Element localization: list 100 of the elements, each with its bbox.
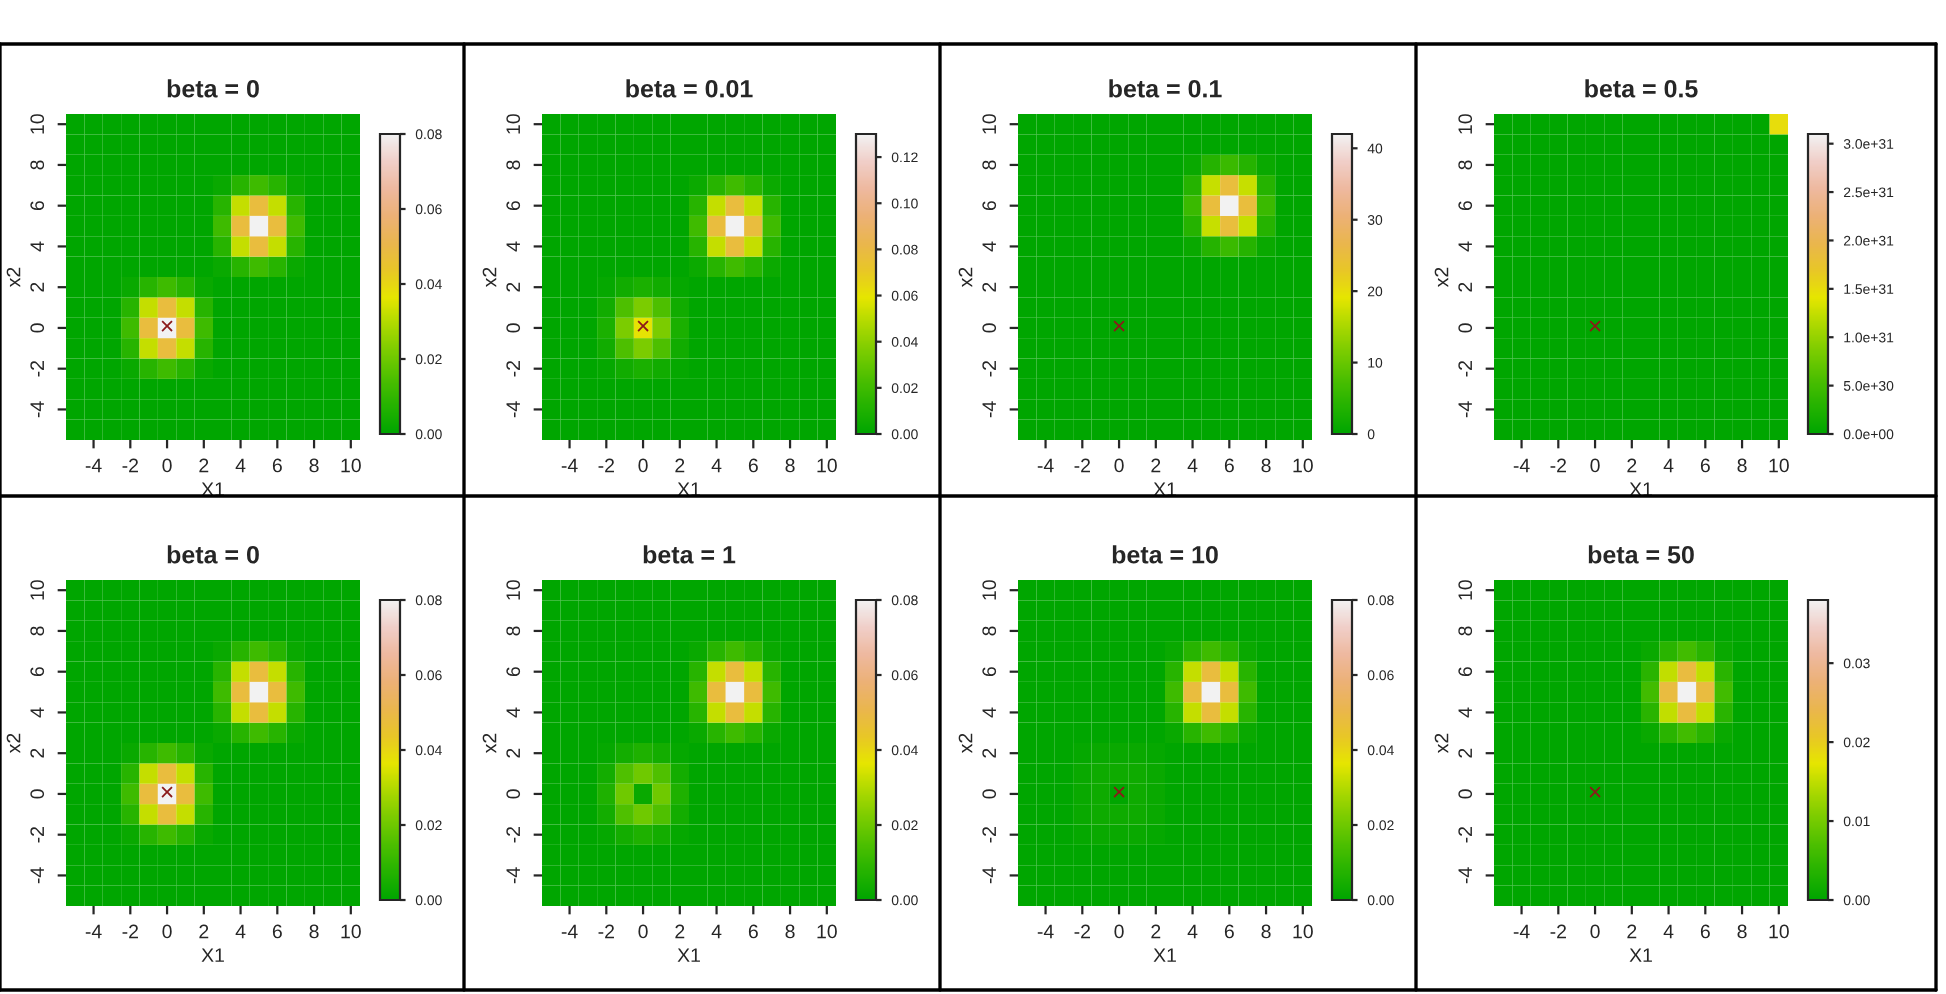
x-tick-label: 0 xyxy=(638,924,648,939)
x-tick-label: -4 xyxy=(85,924,102,939)
y-tick-label: 6 xyxy=(982,201,997,211)
x-tick-label: 10 xyxy=(1769,458,1789,473)
y-tick-label: -2 xyxy=(1458,361,1472,377)
y-axis-title: x2 xyxy=(1434,733,1449,754)
chart-title: beta = 0 xyxy=(167,545,259,564)
y-tick-label: 2 xyxy=(506,282,520,292)
y-tick-label: 6 xyxy=(30,201,45,211)
y-axis-title: x2 xyxy=(6,733,21,754)
y-tick-label: 4 xyxy=(982,707,996,718)
x-tick-label: -4 xyxy=(1513,924,1530,939)
x-tick-label: -2 xyxy=(598,924,614,939)
x-tick-label: 4 xyxy=(235,924,246,939)
y-tick-label: -2 xyxy=(30,361,44,377)
x-tick-label: 10 xyxy=(817,458,837,473)
y-tick-label: 2 xyxy=(506,748,520,758)
x-tick-label: -2 xyxy=(1074,458,1090,473)
chart-title: beta = 10 xyxy=(1112,545,1218,564)
y-tick-label: 2 xyxy=(1458,282,1472,292)
x-tick-label: -2 xyxy=(1550,458,1566,473)
x-tick-label: -2 xyxy=(1074,924,1090,939)
y-tick-label: 8 xyxy=(30,160,45,170)
y-tick-label: -4 xyxy=(982,401,996,418)
x-tick-label: -4 xyxy=(1037,458,1054,473)
y-tick-label: 4 xyxy=(30,707,44,718)
y-tick-label: 6 xyxy=(506,667,521,677)
x-tick-label: 0 xyxy=(162,924,172,939)
x-tick-label: 8 xyxy=(785,458,795,473)
y-tick-label: 0 xyxy=(982,323,997,333)
y-tick-label: -4 xyxy=(506,401,520,418)
y-tick-label: -2 xyxy=(1458,827,1472,843)
x-tick-label: 4 xyxy=(1187,924,1198,939)
x-tick-label: 10 xyxy=(1293,458,1313,473)
y-tick-label: 2 xyxy=(1458,748,1472,758)
chart-title: beta = 0.5 xyxy=(1585,79,1698,98)
x-tick-label: -4 xyxy=(1037,924,1054,939)
x-tick-label: -2 xyxy=(122,458,138,473)
x-tick-label: 10 xyxy=(817,924,837,939)
y-tick-label: -2 xyxy=(982,827,996,843)
y-tick-label: 10 xyxy=(30,114,45,134)
y-tick-label: 10 xyxy=(1458,580,1473,600)
x-tick-label: 6 xyxy=(748,458,758,473)
annotation: × xyxy=(1113,786,1125,798)
y-tick-label: 8 xyxy=(30,626,45,636)
y-tick-label: 0 xyxy=(30,323,45,333)
y-tick-label: 8 xyxy=(982,160,997,170)
x-tick-label: 10 xyxy=(1769,924,1789,939)
y-tick-label: 6 xyxy=(982,667,997,677)
x-tick-label: -2 xyxy=(598,458,614,473)
x-tick-label: 2 xyxy=(1627,458,1637,473)
y-tick-label: 10 xyxy=(1458,114,1473,134)
y-tick-label: -4 xyxy=(982,867,996,884)
y-tick-label: 6 xyxy=(1458,201,1473,211)
annotation: × xyxy=(161,786,173,798)
x-tick-label: -2 xyxy=(1550,924,1566,939)
x-tick-label: 0 xyxy=(1114,924,1124,939)
x-axis-title: X1 xyxy=(1153,948,1176,962)
x-tick-label: 6 xyxy=(1224,458,1234,473)
y-tick-label: 6 xyxy=(30,667,45,677)
annotation: × xyxy=(1589,786,1601,798)
x-tick-label: 0 xyxy=(638,458,648,473)
y-tick-label: 2 xyxy=(30,282,44,292)
y-tick-label: 8 xyxy=(506,160,521,170)
x-tick-label: 4 xyxy=(1663,458,1674,473)
y-tick-label: 10 xyxy=(982,580,997,600)
y-tick-label: 4 xyxy=(30,241,44,252)
y-tick-label: -4 xyxy=(1458,401,1472,418)
x-tick-label: 4 xyxy=(235,458,246,473)
x-axis-title: X1 xyxy=(677,948,700,962)
x-tick-label: 0 xyxy=(1590,458,1600,473)
y-tick-label: 6 xyxy=(1458,667,1473,677)
y-tick-label: 4 xyxy=(1458,241,1472,252)
x-axis-title: X1 xyxy=(201,948,224,962)
y-tick-label: 8 xyxy=(1458,160,1473,170)
annotation: × xyxy=(1113,320,1125,332)
x-tick-label: 6 xyxy=(272,924,282,939)
y-tick-label: -4 xyxy=(506,867,520,884)
y-tick-label: 8 xyxy=(1458,626,1473,636)
y-tick-label: 2 xyxy=(982,282,996,292)
y-tick-label: -2 xyxy=(30,827,44,843)
x-tick-label: 2 xyxy=(675,924,685,939)
y-axis-title: x2 xyxy=(1434,267,1449,288)
x-tick-label: 4 xyxy=(1663,924,1674,939)
annotation: × xyxy=(161,320,173,332)
x-tick-label: 8 xyxy=(309,458,319,473)
x-tick-label: 6 xyxy=(272,458,282,473)
y-tick-label: 0 xyxy=(982,789,997,799)
y-axis-title: x2 xyxy=(958,733,973,754)
x-tick-label: 10 xyxy=(1293,924,1313,939)
x-tick-label: 8 xyxy=(785,924,795,939)
x-tick-label: 2 xyxy=(199,458,209,473)
x-tick-label: -4 xyxy=(561,924,578,939)
x-tick-label: 6 xyxy=(1224,924,1234,939)
y-tick-label: 4 xyxy=(1458,707,1472,718)
x-tick-label: 8 xyxy=(309,924,319,939)
y-tick-label: 8 xyxy=(982,626,997,636)
y-tick-label: 4 xyxy=(982,241,996,252)
y-tick-label: -4 xyxy=(30,867,44,884)
x-tick-label: -2 xyxy=(122,924,138,939)
